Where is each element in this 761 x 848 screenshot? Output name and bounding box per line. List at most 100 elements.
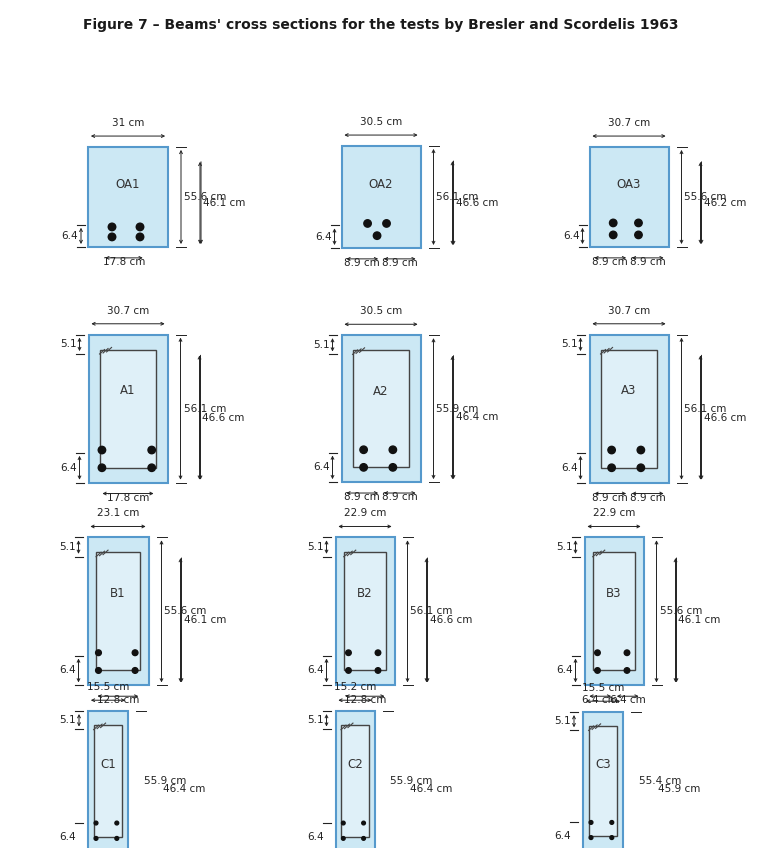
Text: 8.9 cm: 8.9 cm xyxy=(630,493,666,503)
Text: 46.4 cm: 46.4 cm xyxy=(409,784,452,795)
Text: 6.4: 6.4 xyxy=(59,666,75,676)
Circle shape xyxy=(637,464,645,471)
Text: 8.9 cm: 8.9 cm xyxy=(345,258,380,268)
Text: 46.6 cm: 46.6 cm xyxy=(202,412,245,422)
Circle shape xyxy=(624,667,630,673)
Circle shape xyxy=(360,446,368,454)
Circle shape xyxy=(96,650,101,656)
Text: 56.1 cm: 56.1 cm xyxy=(183,404,226,414)
Bar xyxy=(590,147,668,247)
Text: 17.8 cm: 17.8 cm xyxy=(107,493,149,503)
Circle shape xyxy=(98,446,106,454)
Text: 46.1 cm: 46.1 cm xyxy=(203,198,245,208)
Text: 15.5 cm: 15.5 cm xyxy=(582,683,624,693)
Text: 5.1: 5.1 xyxy=(561,339,578,349)
Circle shape xyxy=(342,837,345,840)
Text: 46.6 cm: 46.6 cm xyxy=(429,615,472,625)
Text: 6.4: 6.4 xyxy=(315,232,332,242)
Text: OA3: OA3 xyxy=(617,178,642,192)
Circle shape xyxy=(389,446,396,454)
Circle shape xyxy=(345,650,352,656)
Circle shape xyxy=(115,821,119,825)
Circle shape xyxy=(96,667,101,673)
Text: B1: B1 xyxy=(110,587,126,600)
Text: 55.9 cm: 55.9 cm xyxy=(144,776,186,786)
Text: 56.1 cm: 56.1 cm xyxy=(684,404,727,414)
Circle shape xyxy=(624,650,630,656)
Text: 5.1: 5.1 xyxy=(307,542,323,552)
Circle shape xyxy=(635,232,642,238)
Bar xyxy=(88,147,168,247)
Text: 46.6 cm: 46.6 cm xyxy=(456,198,498,208)
Circle shape xyxy=(345,667,352,673)
Text: 8.9 cm: 8.9 cm xyxy=(382,258,418,268)
Bar xyxy=(352,350,409,467)
Text: 56.1 cm: 56.1 cm xyxy=(437,192,479,202)
Bar xyxy=(344,552,387,671)
Bar xyxy=(588,726,617,836)
Text: 5.1: 5.1 xyxy=(313,340,330,350)
Text: 8.9 cm: 8.9 cm xyxy=(592,493,628,503)
Text: 8.9 cm: 8.9 cm xyxy=(630,257,666,267)
Text: 6.4: 6.4 xyxy=(60,463,77,473)
Text: B2: B2 xyxy=(357,587,373,600)
Text: 30.7 cm: 30.7 cm xyxy=(107,306,149,315)
Circle shape xyxy=(383,220,390,227)
Circle shape xyxy=(94,836,98,840)
Circle shape xyxy=(608,464,616,471)
Text: 5.1: 5.1 xyxy=(60,339,77,349)
Text: 6.4 cm: 6.4 cm xyxy=(582,695,618,706)
Text: 6.4: 6.4 xyxy=(307,666,323,676)
Circle shape xyxy=(589,836,593,840)
Circle shape xyxy=(594,650,600,656)
Text: Figure 7 – Beams' cross sections for the tests by Bresler and Scordelis 1963: Figure 7 – Beams' cross sections for the… xyxy=(83,18,678,31)
Text: 6.4: 6.4 xyxy=(554,831,571,841)
Circle shape xyxy=(132,650,138,656)
Text: 46.4 cm: 46.4 cm xyxy=(456,412,498,422)
Text: 55.6 cm: 55.6 cm xyxy=(684,192,727,202)
Text: B3: B3 xyxy=(607,587,622,600)
Text: 22.9 cm: 22.9 cm xyxy=(344,509,386,518)
Text: A1: A1 xyxy=(120,384,135,398)
Circle shape xyxy=(375,667,380,673)
Text: 30.5 cm: 30.5 cm xyxy=(360,117,402,127)
Text: OA1: OA1 xyxy=(116,178,140,192)
Bar xyxy=(94,725,123,837)
Text: 17.8 cm: 17.8 cm xyxy=(103,257,145,267)
Text: A2: A2 xyxy=(373,384,389,398)
Text: OA2: OA2 xyxy=(369,178,393,192)
Text: 46.4 cm: 46.4 cm xyxy=(163,784,205,795)
Text: 55.9 cm: 55.9 cm xyxy=(437,404,479,414)
Text: 5.1: 5.1 xyxy=(556,542,572,552)
Circle shape xyxy=(115,836,119,840)
Text: 22.9 cm: 22.9 cm xyxy=(593,509,635,518)
Text: 30.5 cm: 30.5 cm xyxy=(360,306,402,316)
Text: 46.2 cm: 46.2 cm xyxy=(703,198,746,208)
Circle shape xyxy=(364,220,371,227)
Text: 23.1 cm: 23.1 cm xyxy=(97,509,139,518)
Text: 12.8 cm: 12.8 cm xyxy=(344,695,386,706)
Circle shape xyxy=(361,837,365,840)
Text: C1: C1 xyxy=(100,758,116,771)
Text: 8.9 cm: 8.9 cm xyxy=(382,492,418,502)
Circle shape xyxy=(610,232,617,238)
Text: 46.1 cm: 46.1 cm xyxy=(679,615,721,625)
Text: 6.4: 6.4 xyxy=(62,231,78,241)
Circle shape xyxy=(94,821,98,825)
Bar xyxy=(336,711,374,848)
Text: 5.1: 5.1 xyxy=(59,716,76,725)
Text: 30.7 cm: 30.7 cm xyxy=(608,306,650,315)
Circle shape xyxy=(608,446,616,454)
Text: 6.4 cm: 6.4 cm xyxy=(610,695,645,706)
Circle shape xyxy=(136,223,144,231)
Text: 45.9 cm: 45.9 cm xyxy=(658,784,700,795)
Text: 55.6 cm: 55.6 cm xyxy=(164,606,207,616)
Circle shape xyxy=(610,821,613,824)
Circle shape xyxy=(108,223,116,231)
Text: 46.6 cm: 46.6 cm xyxy=(703,412,746,422)
Bar xyxy=(590,335,668,483)
Circle shape xyxy=(98,464,106,471)
Text: C3: C3 xyxy=(595,758,611,771)
Circle shape xyxy=(610,836,613,840)
Text: 6.4: 6.4 xyxy=(563,231,579,241)
